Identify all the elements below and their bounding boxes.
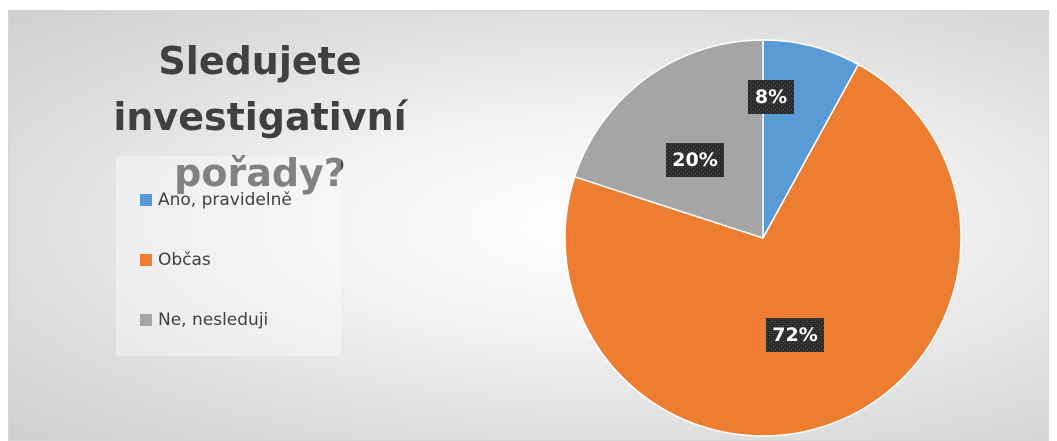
data-label-obcas: 72% bbox=[766, 318, 824, 352]
data-label-bg-ano-pravidelne bbox=[748, 80, 794, 114]
legend-item-ne-nesleduji: Ne, nesleduji bbox=[140, 308, 268, 332]
pie-slice-obcas bbox=[564, 63, 962, 437]
data-label-text-ano-pravidelne: 8% bbox=[755, 86, 787, 108]
legend: Ano, pravidelně Občas Ne, nesleduji bbox=[116, 156, 341, 356]
data-label-text-obcas: 72% bbox=[772, 324, 817, 346]
legend-swatch-ne-nesleduji bbox=[140, 314, 152, 326]
legend-item-ano-pravidelne: Ano, pravidelně bbox=[140, 188, 292, 212]
pie-slices bbox=[564, 39, 962, 437]
data-label-ano-pravidelne: 8% bbox=[748, 80, 794, 114]
pie-chart: 8% 72% 20% bbox=[564, 39, 962, 437]
pie-data-labels: 8% 72% 20% bbox=[666, 80, 824, 352]
chart-area: Sledujete investigativní pořady? Ano, pr… bbox=[8, 10, 1049, 441]
legend-label-obcas: Občas bbox=[158, 250, 211, 270]
legend-label-ne-nesleduji: Ne, nesleduji bbox=[158, 310, 269, 330]
data-label-ne-nesleduji: 20% bbox=[666, 143, 724, 177]
data-label-bg-ne-nesleduji bbox=[666, 143, 724, 177]
chart-title: Sledujete investigativní pořady? bbox=[25, 33, 495, 201]
legend-swatch-ano-pravidelne bbox=[140, 194, 152, 206]
chart-title-line-1: Sledujete investigativní bbox=[113, 39, 407, 139]
legend-item-obcas: Občas bbox=[140, 248, 211, 272]
pie-slice-ne-nesleduji bbox=[573, 39, 764, 240]
data-label-bg-obcas bbox=[766, 318, 824, 352]
chart-title-line-2: pořady? bbox=[174, 151, 346, 195]
legend-label-ano-pravidelne: Ano, pravidelně bbox=[158, 190, 292, 210]
legend-swatch-obcas bbox=[140, 254, 152, 266]
data-label-text-ne-nesleduji: 20% bbox=[672, 149, 717, 171]
